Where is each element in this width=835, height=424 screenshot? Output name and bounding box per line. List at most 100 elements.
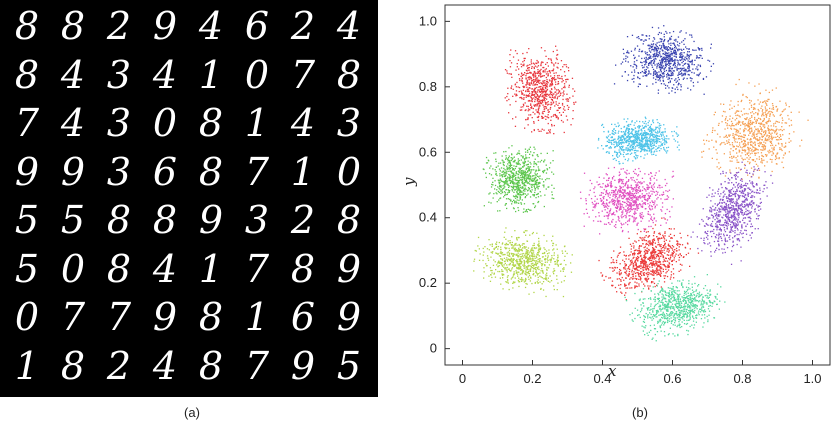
scatter-point xyxy=(511,176,513,179)
scatter-point xyxy=(628,123,630,126)
scatter-point xyxy=(609,223,611,225)
scatter-point xyxy=(676,68,678,70)
scatter-point xyxy=(531,98,533,100)
scatter-point xyxy=(716,217,718,219)
scatter-point xyxy=(493,193,495,195)
scatter-point xyxy=(751,148,753,150)
scatter-point xyxy=(730,125,732,127)
scatter-point xyxy=(782,157,784,159)
scatter-point xyxy=(615,224,617,226)
scatter-point xyxy=(668,43,670,45)
scatter-point xyxy=(687,51,689,53)
scatter-point xyxy=(771,136,773,138)
scatter-point xyxy=(611,143,613,145)
scatter-point xyxy=(516,162,518,164)
scatter-point xyxy=(642,34,644,36)
scatter-point xyxy=(658,123,661,125)
scatter-point xyxy=(495,192,497,194)
scatter-point xyxy=(725,208,727,210)
scatter-point xyxy=(599,233,601,235)
scatter-point xyxy=(511,154,513,156)
scatter-point xyxy=(688,54,690,57)
scatter-point xyxy=(757,132,759,134)
scatter-point xyxy=(506,207,508,210)
scatter-point xyxy=(656,135,659,137)
scatter-point xyxy=(622,193,625,195)
scatter-point xyxy=(633,69,636,71)
scatter-point xyxy=(664,139,666,142)
scatter-point xyxy=(761,122,763,124)
scatter-point xyxy=(608,147,610,149)
scatter-point xyxy=(525,78,527,80)
scatter-point xyxy=(638,129,640,131)
scatter-point xyxy=(517,188,520,190)
scatter-point xyxy=(644,173,646,175)
scatter-point xyxy=(725,206,727,208)
scatter-point xyxy=(507,160,509,162)
scatter-point xyxy=(652,48,654,50)
scatter-point xyxy=(520,75,522,77)
scatter-point xyxy=(654,64,656,66)
scatter-point xyxy=(517,174,519,176)
scatter-point xyxy=(674,45,677,48)
scatter-point xyxy=(664,38,666,41)
scatter-point xyxy=(624,183,627,186)
scatter-point xyxy=(564,109,566,111)
scatter-point xyxy=(643,71,645,74)
scatter-point xyxy=(748,149,750,151)
scatter-point xyxy=(745,96,747,98)
scatter-point xyxy=(744,127,746,129)
digit-cell: 3 xyxy=(336,101,362,145)
scatter-point xyxy=(621,134,624,137)
scatter-point xyxy=(540,64,542,67)
digit-cell: 4 xyxy=(152,52,178,97)
scatter-point xyxy=(605,136,608,138)
scatter-point xyxy=(641,200,643,202)
scatter-point xyxy=(733,213,736,216)
scatter-point xyxy=(619,178,621,180)
scatter-point xyxy=(664,213,667,215)
scatter-point xyxy=(750,237,752,239)
scatter-point xyxy=(714,236,717,238)
scatter-point xyxy=(648,147,650,149)
scatter-point xyxy=(602,204,605,207)
scatter-point xyxy=(713,114,715,116)
scatter-point xyxy=(747,125,749,127)
scatter-point xyxy=(661,210,663,212)
scatter-point xyxy=(739,146,742,148)
scatter-point xyxy=(761,110,763,112)
scatter-point xyxy=(618,141,620,143)
scatter-point xyxy=(555,103,557,105)
scatter-point xyxy=(539,73,541,75)
scatter-point xyxy=(550,96,552,99)
digit-cell: 9 xyxy=(152,295,178,339)
scatter-point xyxy=(532,78,535,81)
scatter-point xyxy=(655,172,657,174)
scatter-point xyxy=(729,108,731,110)
scatter-point xyxy=(622,179,624,181)
scatter-point xyxy=(507,93,509,95)
scatter-point xyxy=(705,76,708,78)
scatter-point xyxy=(731,217,733,219)
scatter-point xyxy=(637,150,639,152)
scatter-point xyxy=(551,80,553,82)
scatter-point xyxy=(756,148,758,150)
scatter-point xyxy=(754,116,756,119)
scatter-point xyxy=(759,138,761,140)
scatter-point xyxy=(553,124,555,127)
scatter-point xyxy=(556,89,558,91)
scatter-point xyxy=(547,73,549,75)
scatter-point xyxy=(529,178,531,181)
scatter-point xyxy=(527,187,530,189)
scatter-point xyxy=(526,181,528,183)
scatter-point xyxy=(519,196,522,198)
scatter-point xyxy=(683,77,685,79)
scatter-point xyxy=(650,134,652,136)
scatter-point xyxy=(558,102,560,104)
scatter-point xyxy=(636,190,638,192)
scatter-point xyxy=(528,169,530,171)
digit-cell: 5 xyxy=(14,246,40,291)
scatter-point xyxy=(519,184,521,186)
scatter-point xyxy=(759,189,761,191)
scatter-point xyxy=(568,86,570,88)
